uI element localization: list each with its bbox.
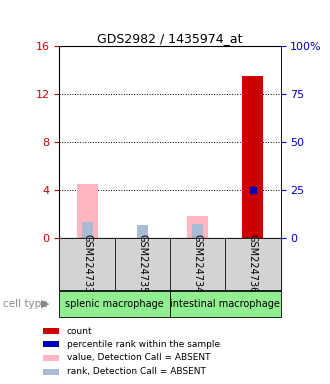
Text: percentile rank within the sample: percentile rank within the sample [67,340,220,349]
Bar [43,369,59,375]
FancyBboxPatch shape [170,291,280,317]
Bar [77,184,98,238]
Text: value, Detection Call = ABSENT: value, Detection Call = ABSENT [67,353,210,362]
Bar [43,328,59,334]
Bar [82,222,92,238]
Text: cell type: cell type [3,299,48,309]
Text: GSM224734: GSM224734 [193,234,203,294]
Bar [187,217,208,238]
Bar [192,223,203,238]
Text: intestinal macrophage: intestinal macrophage [170,299,280,309]
Point [250,187,255,193]
Bar [43,341,59,348]
Bar [43,354,59,361]
FancyBboxPatch shape [59,238,115,290]
FancyBboxPatch shape [59,238,280,290]
FancyBboxPatch shape [59,291,170,317]
Text: GSM224735: GSM224735 [137,234,147,294]
FancyBboxPatch shape [170,238,225,290]
Bar [242,76,263,238]
Bar [137,225,148,238]
FancyBboxPatch shape [225,238,280,290]
FancyBboxPatch shape [115,238,170,290]
Text: rank, Detection Call = ABSENT: rank, Detection Call = ABSENT [67,367,206,376]
Text: ▶: ▶ [41,299,50,309]
Text: splenic macrophage: splenic macrophage [65,299,164,309]
Text: count: count [67,327,92,336]
Text: GSM224736: GSM224736 [248,234,258,294]
Text: GSM224733: GSM224733 [82,234,92,294]
Title: GDS2982 / 1435974_at: GDS2982 / 1435974_at [97,32,243,45]
